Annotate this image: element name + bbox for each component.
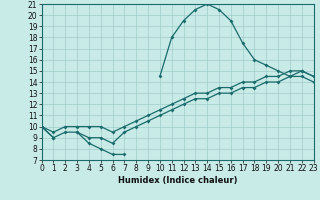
X-axis label: Humidex (Indice chaleur): Humidex (Indice chaleur) — [118, 176, 237, 185]
